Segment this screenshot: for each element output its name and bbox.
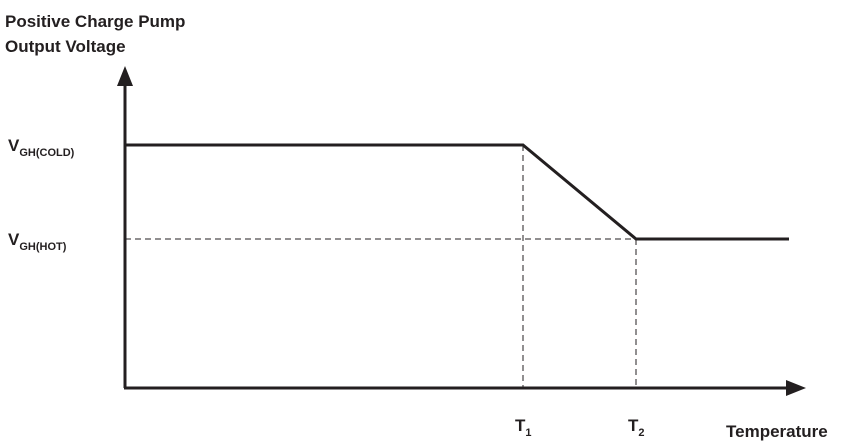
chart-title-line2: Output Voltage [5, 37, 126, 56]
reference-lines [125, 145, 637, 388]
series-line-0 [125, 143, 789, 241]
chart-title-line1: Positive Charge Pump [5, 12, 185, 31]
y-tick-label-0: VGH(COLD) [8, 136, 75, 159]
x-axis-label: Temperature [726, 422, 828, 441]
x-axis-arrow-icon [786, 380, 806, 396]
x-tick-labels: T1 T2 [515, 416, 645, 439]
x-tick-label-0: T1 [515, 416, 532, 439]
axes [117, 66, 806, 396]
y-tick-label-1: VGH(HOT) [8, 230, 67, 253]
y-tick-labels: VGH(COLD) VGH(HOT) [8, 136, 75, 253]
x-tick-label-1: T2 [628, 416, 645, 439]
series [125, 143, 789, 241]
y-axis-arrow-icon [117, 66, 133, 86]
